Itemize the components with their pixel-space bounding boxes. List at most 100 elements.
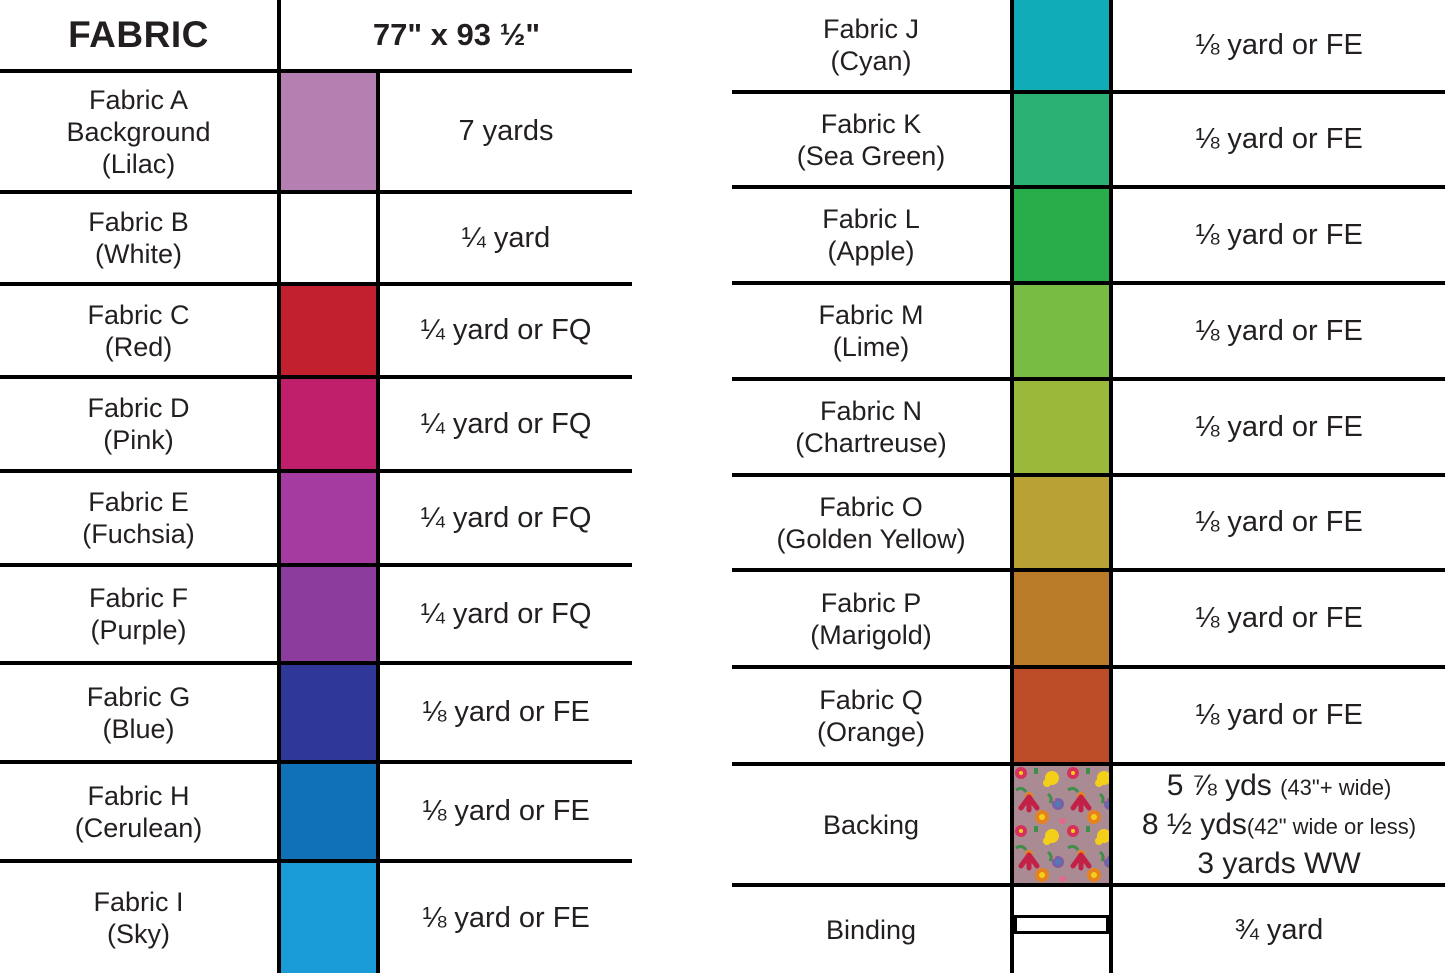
fabric-color-name: (Orange) [816, 716, 926, 747]
fabric-row-i: Fabric I (Sky) ⅛ yard or FE [0, 859, 632, 973]
fabric-swatch [1010, 572, 1113, 665]
fabric-row-m: Fabric M (Lime) ⅛ yard or FE [732, 281, 1445, 377]
fabric-color-name: (Chartreuse) [795, 428, 947, 458]
fabric-row-e: Fabric E (Fuchsia) ¼ yard or FQ [0, 469, 632, 563]
fabric-yardage: ¼ yard or FQ [420, 314, 592, 346]
binding-swatch [1010, 887, 1113, 973]
floral-print-art [1014, 766, 1109, 883]
fabric-swatch [277, 286, 380, 375]
fabric-label: Fabric L (Apple) [732, 189, 1010, 281]
fabric-name: Fabric D [87, 393, 190, 423]
fabric-color-name: (Lilac) [101, 148, 176, 179]
fabric-label: Fabric P (Marigold) [732, 572, 1010, 665]
fabric-yardage: ⅛ yard or FE [422, 696, 590, 728]
fabric-name: Fabric I [93, 887, 184, 917]
fabric-label: Fabric D (Pink) [0, 379, 277, 469]
fabric-name: Fabric H [87, 780, 190, 811]
fabric-color-name: (Golden Yellow) [776, 523, 966, 554]
fabric-swatch [1010, 189, 1113, 281]
fabric-color-name: (Apple) [827, 236, 915, 266]
fabric-color-name: (White) [95, 239, 182, 269]
fabric-label: Fabric J (Cyan) [732, 0, 1010, 90]
fabric-swatch [277, 665, 380, 760]
fabric-swatch [277, 863, 380, 973]
fabric-swatch [1010, 285, 1113, 377]
fabric-yardage: ⅛ yard or FE [1195, 123, 1363, 155]
fabric-yardage: ⅛ yard or FE [1195, 699, 1363, 731]
fabric-name: Fabric Q [819, 684, 923, 715]
fabric-label: Fabric E (Fuchsia) [0, 473, 277, 563]
fabric-row-q: Fabric Q (Orange) ⅛ yard or FE [732, 665, 1445, 762]
fabric-swatch [1010, 669, 1113, 762]
fabric-table-left: FABRIC 77" x 93 ½" Fabric A Background (… [0, 0, 632, 973]
fabric-swatch [1010, 381, 1113, 473]
fabric-name: Fabric N [819, 396, 922, 426]
fabric-color-name: (Red) [104, 331, 173, 362]
fabric-row-p: Fabric P (Marigold) ⅛ yard or FE [732, 568, 1445, 665]
fabric-row-d: Fabric D (Pink) ¼ yard or FQ [0, 375, 632, 469]
fabric-color-name: (Sea Green) [796, 140, 946, 171]
fabric-label: Fabric G (Blue) [0, 665, 277, 760]
fabric-yardage: ¼ yard or FQ [420, 501, 592, 534]
fabric-name: Fabric C [87, 299, 190, 330]
fabric-row-f: Fabric F (Purple) ¼ yard or FQ [0, 563, 632, 661]
fabric-swatch [277, 567, 380, 661]
fabric-name: Fabric M [818, 300, 924, 330]
fabric-label: Fabric Q (Orange) [732, 669, 1010, 762]
fabric-yardage: ¼ yard or FQ [420, 407, 592, 440]
left-header-row: FABRIC 77" x 93 ½" [0, 0, 632, 69]
fabric-subname: Background [66, 116, 211, 147]
fabric-column-header: FABRIC [68, 13, 209, 55]
fabric-label: Fabric K (Sea Green) [732, 94, 1010, 185]
fabric-name: Fabric K [820, 108, 922, 139]
fabric-yardage: ⅛ yard or FE [1195, 218, 1363, 251]
fabric-name: Fabric F [88, 583, 188, 613]
fabric-row-c: Fabric C (Red) ¼ yard or FQ [0, 282, 632, 375]
fabric-label: Fabric I (Sky) [0, 863, 277, 973]
fabric-name: Fabric A [88, 84, 189, 115]
fabric-yardage: ⅛ yard or FE [422, 795, 590, 827]
backing-row: Backing [732, 762, 1445, 883]
fabric-yardage: ⅛ yard or FE [1195, 602, 1363, 634]
fabric-row-k: Fabric K (Sea Green) ⅛ yard or FE [732, 90, 1445, 185]
fabric-name: Fabric O [819, 491, 923, 522]
fabric-color-name: (Cyan) [830, 46, 912, 76]
fabric-color-name: (Cerulean) [74, 812, 203, 843]
fabric-yardage: ⅛ yard or FE [1195, 506, 1363, 538]
fabric-name: Fabric P [820, 587, 922, 618]
fabric-row-j: Fabric J (Cyan) ⅛ yard or FE [732, 0, 1445, 90]
fabric-label: Fabric N (Chartreuse) [732, 381, 1010, 473]
fabric-label: Fabric C (Red) [0, 286, 277, 375]
fabric-row-b: Fabric B (White) ¼ yard [0, 190, 632, 282]
fabric-swatch [1010, 477, 1113, 568]
binding-yardage: ¾ yard [1234, 913, 1324, 946]
fabric-row-a: Fabric A Background (Lilac) 7 yards [0, 69, 632, 190]
binding-label: Binding [825, 915, 917, 945]
fabric-swatch [277, 379, 380, 469]
fabric-row-n: Fabric N (Chartreuse) ⅛ yard or FE [732, 377, 1445, 473]
fabric-swatch [1010, 94, 1113, 185]
fabric-name: Fabric L [822, 204, 920, 234]
fabric-yardage: ¼ yard [461, 221, 551, 254]
fabric-label: Fabric O (Golden Yellow) [732, 477, 1010, 568]
binding-strip-graphic [1014, 915, 1109, 934]
quilt-size-header: 77" x 93 ½" [277, 0, 632, 69]
fabric-row-o: Fabric O (Golden Yellow) ⅛ yard or FE [732, 473, 1445, 568]
fabric-yardage: ⅛ yard or FE [1195, 314, 1363, 347]
fabric-yardage: 7 yards [458, 115, 554, 147]
fabric-color-name: (Sky) [107, 919, 170, 949]
fabric-color-name: (Fuchsia) [82, 519, 195, 549]
backing-yardage-line3: 3 yards WW [1197, 847, 1361, 880]
fabric-yardage: ⅛ yard or FE [1195, 28, 1363, 61]
fabric-table-right: Fabric J (Cyan) ⅛ yard or FE Fabric K (S… [732, 0, 1445, 973]
backing-yardage: 5 ⅞ yds (43"+ wide) 8 ½ yds(42" wide or … [1113, 766, 1445, 883]
fabric-color-name: (Lime) [832, 332, 910, 362]
fabric-name: Fabric G [86, 681, 191, 712]
fabric-swatch [277, 194, 380, 282]
fabric-swatch [277, 764, 380, 859]
fabric-color-name: (Pink) [103, 425, 174, 455]
fabric-color-name: (Purple) [90, 615, 187, 645]
fabric-yardage: ⅛ yard or FE [1195, 410, 1363, 443]
backing-swatch [1010, 766, 1113, 883]
